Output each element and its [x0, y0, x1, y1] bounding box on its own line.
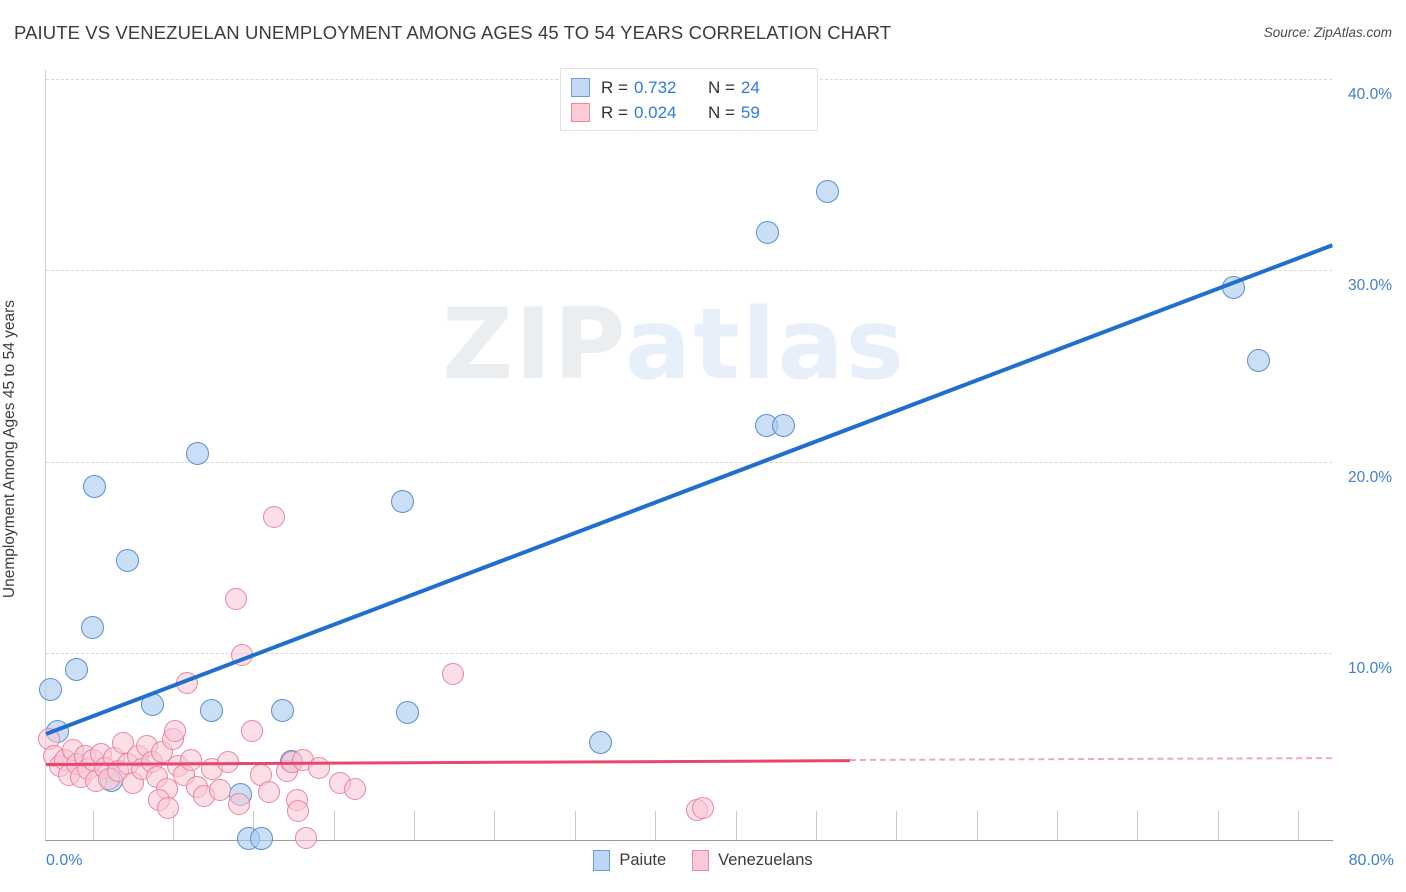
x-tick-mark-6 — [574, 811, 576, 840]
data-point-venezuelans-52[interactable] — [295, 827, 318, 850]
data-point-paiute-2[interactable] — [65, 658, 89, 682]
source-attribution: Source: ZipAtlas.com — [1263, 25, 1392, 40]
legend-label-paiute: Paiute — [619, 851, 667, 869]
data-point-venezuelans-51[interactable] — [287, 800, 310, 823]
data-point-paiute-5[interactable] — [116, 549, 140, 573]
x-axis-line — [45, 840, 1333, 841]
gridline-300 — [46, 270, 1332, 272]
data-point-paiute-4[interactable] — [81, 616, 105, 640]
data-point-venezuelans-36[interactable] — [176, 672, 199, 695]
data-point-venezuelans-42[interactable] — [227, 792, 250, 815]
x-tick-mark-1 — [172, 811, 174, 840]
n-label-paiute: N = — [707, 77, 735, 97]
data-point-venezuelans-55[interactable] — [441, 662, 464, 685]
data-point-paiute-16[interactable] — [396, 700, 420, 724]
data-point-venezuelans-46[interactable] — [258, 781, 281, 804]
x-tick-mark-5 — [494, 811, 496, 840]
data-point-paiute-17[interactable] — [589, 731, 613, 755]
data-point-paiute-19[interactable] — [815, 180, 839, 204]
x-tick-mark-11 — [976, 811, 978, 840]
r-value-paiute: 0.732 — [633, 77, 677, 97]
stat-row-venezuelans: R = 0.024 N = 59 — [571, 100, 807, 125]
data-point-venezuelans-41[interactable] — [231, 643, 254, 666]
y-tick-label-2: 20.0% — [1348, 468, 1392, 486]
data-point-venezuelans-57[interactable] — [692, 796, 715, 819]
gridline-100 — [46, 652, 1332, 654]
x-tick-mark-4 — [414, 811, 416, 840]
data-point-paiute-23[interactable] — [1246, 348, 1270, 372]
plot-area: ZIPatlas — [38, 70, 1333, 850]
correlation-stats-box: R = 0.732 N = 24 R = 0.024 N = 59 — [560, 68, 818, 131]
x-tick-label-min: 0.0% — [46, 852, 83, 869]
legend-item-paiute[interactable]: Paiute — [593, 850, 666, 871]
data-point-paiute-9[interactable] — [200, 698, 224, 722]
r-value-venezuelans: 0.024 — [633, 102, 677, 122]
data-point-paiute-22[interactable] — [1222, 275, 1246, 299]
series-legend: Paiute Venezuelans — [0, 850, 1406, 871]
x-tick-mark-15 — [1298, 811, 1300, 840]
data-point-venezuelans-33[interactable] — [179, 748, 202, 771]
y-tick-label-1: 30.0% — [1348, 277, 1392, 295]
data-point-paiute-15[interactable] — [391, 490, 415, 514]
data-point-paiute-21[interactable] — [772, 413, 796, 437]
watermark-zip: ZIP — [442, 288, 625, 402]
data-point-paiute-7[interactable] — [140, 692, 164, 716]
x-tick-mark-12 — [1057, 811, 1059, 840]
legend-swatch-venezuelans-icon — [692, 850, 710, 871]
data-point-venezuelans-39[interactable] — [216, 750, 239, 773]
data-point-paiute-13[interactable] — [249, 826, 273, 850]
r-label-venezuelans: R = — [601, 102, 628, 122]
x-tick-mark-10 — [896, 811, 898, 840]
watermark: ZIPatlas — [46, 70, 1332, 840]
watermark-atlas: atlas — [624, 288, 906, 402]
trendline-paiute — [45, 243, 1333, 736]
data-point-paiute-3[interactable] — [82, 474, 106, 498]
y-axis-title: Unemployment Among Ages 45 to 54 years — [1, 299, 18, 599]
x-tick-mark-9 — [815, 811, 817, 840]
trendline-venezuelans-extrapolated — [849, 756, 1333, 761]
data-point-venezuelans-43[interactable] — [240, 720, 263, 743]
x-tick-label-max: 80.0% — [1348, 852, 1394, 869]
data-point-venezuelans-45[interactable] — [263, 505, 286, 528]
legend-swatch-paiute-icon — [593, 850, 611, 871]
x-tick-mark-0 — [92, 811, 94, 840]
x-tick-mark-3 — [333, 811, 335, 840]
x-tick-mark-8 — [735, 811, 737, 840]
data-point-venezuelans-32[interactable] — [157, 796, 180, 819]
data-point-paiute-11[interactable] — [270, 698, 294, 722]
data-point-paiute-0[interactable] — [39, 677, 63, 701]
series-swatch-venezuelans-icon — [571, 103, 590, 122]
n-value-venezuelans: 59 — [740, 102, 760, 122]
n-label-venezuelans: N = — [707, 102, 735, 122]
x-tick-mark-7 — [655, 811, 657, 840]
y-tick-label-3: 10.0% — [1348, 659, 1392, 677]
data-point-paiute-8[interactable] — [185, 442, 209, 466]
gridline-200 — [46, 461, 1332, 463]
x-tick-mark-2 — [253, 811, 255, 840]
data-point-venezuelans-30[interactable] — [163, 720, 186, 743]
stat-row-paiute: R = 0.732 N = 24 — [571, 75, 807, 100]
y-tick-label-0: 40.0% — [1348, 86, 1392, 103]
y-axis-line — [45, 70, 46, 841]
x-tick-mark-13 — [1137, 811, 1139, 840]
x-tick-mark-14 — [1217, 811, 1219, 840]
data-point-venezuelans-53[interactable] — [308, 756, 331, 779]
data-point-venezuelans-58[interactable] — [343, 777, 366, 800]
legend-label-venezuelans: Venezuelans — [718, 851, 813, 869]
series-swatch-paiute-icon — [571, 78, 590, 97]
legend-item-venezuelans[interactable]: Venezuelans — [692, 850, 813, 871]
data-point-venezuelans-38[interactable] — [208, 779, 231, 802]
data-point-venezuelans-40[interactable] — [224, 588, 247, 611]
page-title: PAIUTE VS VENEZUELAN UNEMPLOYMENT AMONG … — [14, 22, 892, 43]
r-label-paiute: R = — [601, 77, 628, 97]
n-value-paiute: 24 — [740, 77, 760, 97]
data-point-paiute-18[interactable] — [756, 220, 780, 244]
